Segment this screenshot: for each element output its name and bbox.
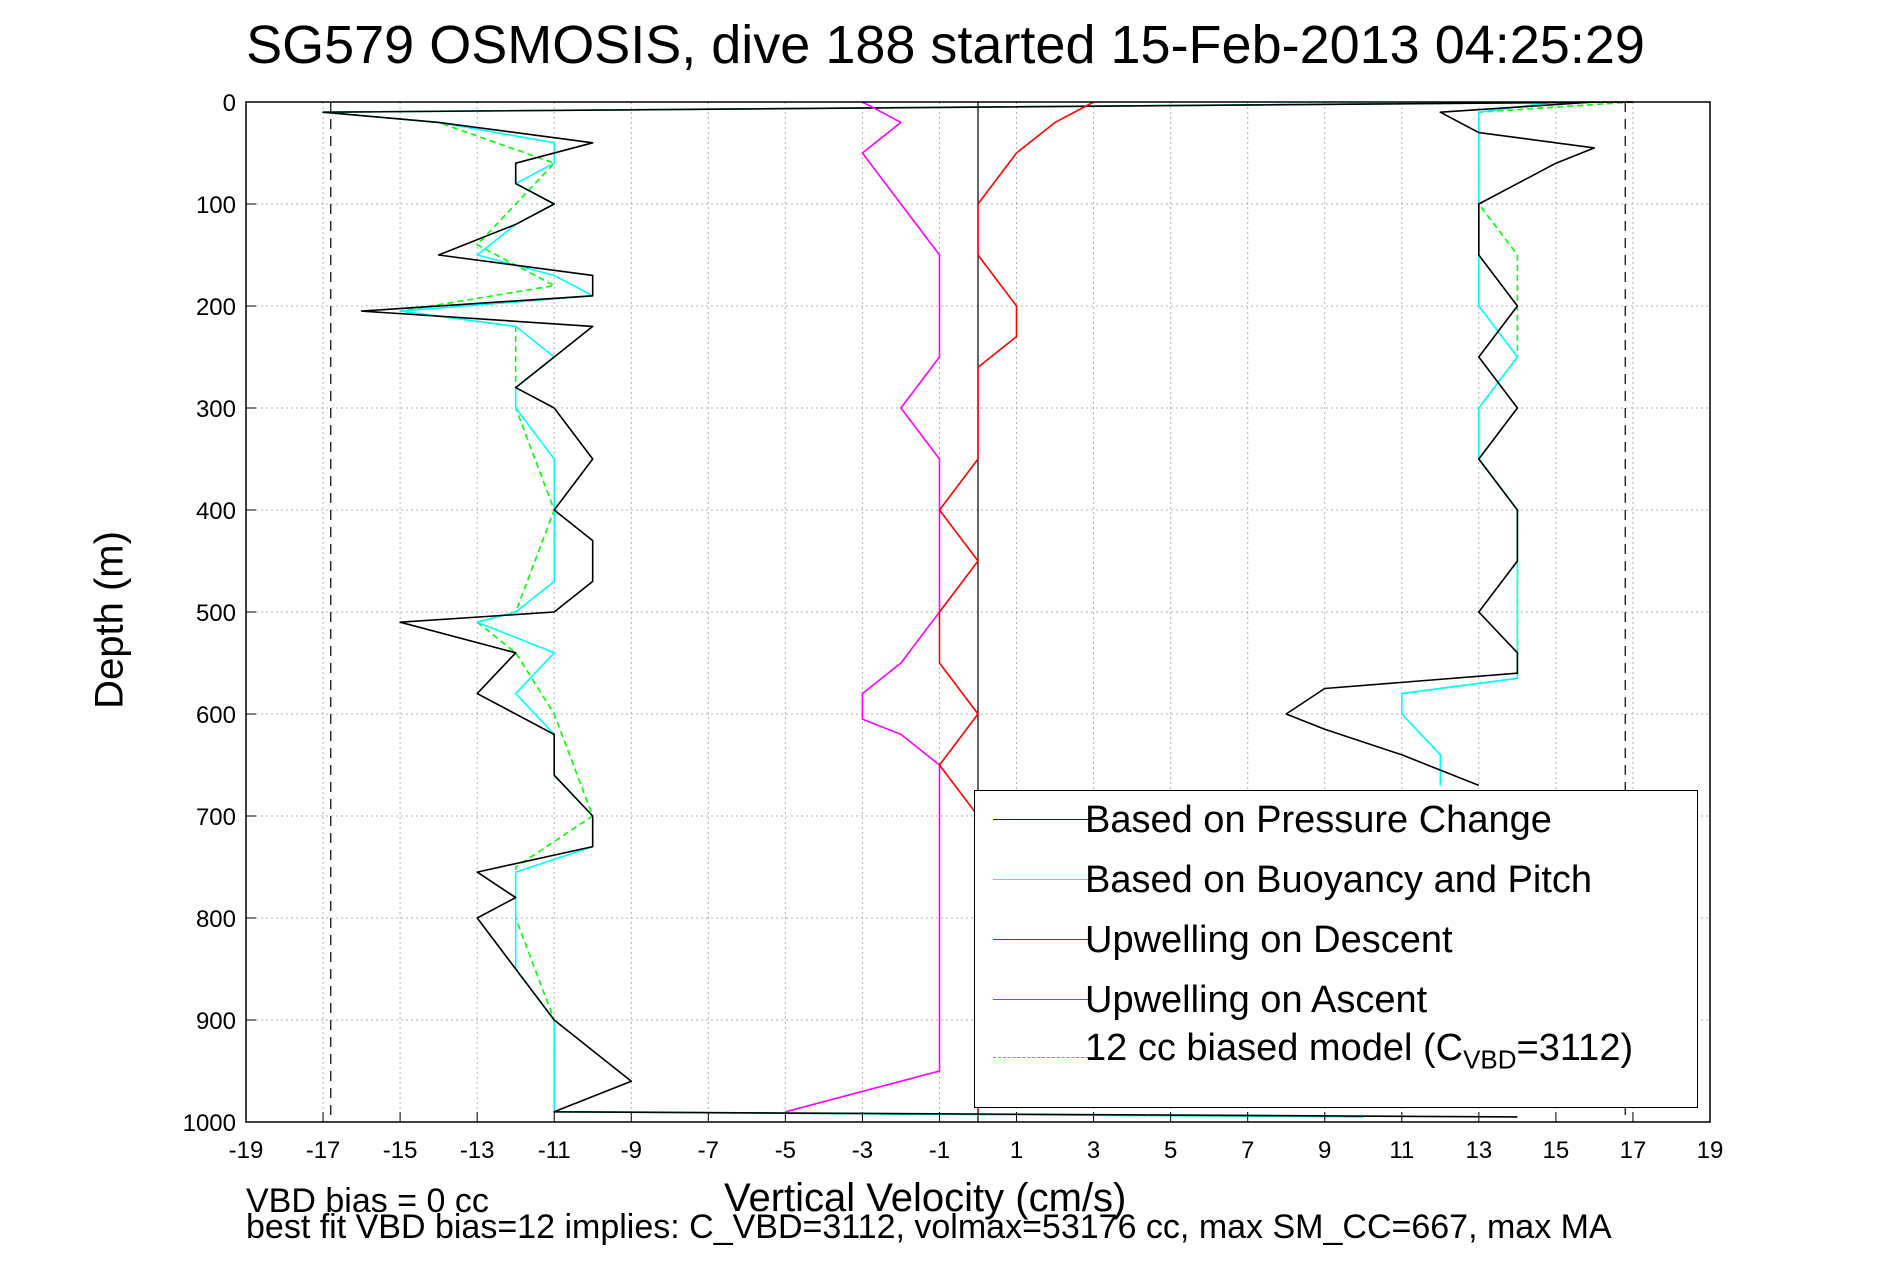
series-line	[322, 101, 1633, 1118]
y-tick-label: 600	[196, 702, 236, 729]
legend: Based on Pressure Change Based on Buoyan…	[974, 790, 1698, 1108]
legend-label-model: 12 cc biased model (CVBD=3112)	[1085, 1027, 1633, 1076]
legend-label-descent: Upwelling on Descent	[1085, 919, 1453, 961]
x-tick-label: 9	[1318, 1137, 1331, 1164]
x-tick-label: -9	[621, 1137, 642, 1164]
y-tick-label: 700	[196, 804, 236, 831]
legend-swatch-pressure	[993, 819, 1089, 820]
y-tick-label: 900	[196, 1008, 236, 1035]
x-tick-label: -19	[229, 1137, 264, 1164]
y-tick-label: 1000	[183, 1110, 236, 1137]
y-tick-label: 0	[223, 90, 236, 117]
series-line	[1285, 101, 1596, 787]
x-tick-label: -1	[929, 1137, 950, 1164]
y-axis-label: Depth (m)	[87, 531, 132, 709]
x-tick-label: -7	[698, 1137, 719, 1164]
legend-item-descent: Upwelling on Descent	[975, 919, 1697, 961]
series-line	[1401, 101, 1633, 786]
x-tick-label: 17	[1620, 1137, 1647, 1164]
x-tick-label: 3	[1087, 1137, 1100, 1164]
legend-label-ascent: Upwelling on Ascent	[1085, 979, 1428, 1021]
legend-item-buoyancy: Based on Buoyancy and Pitch	[975, 859, 1697, 901]
best-fit-note: best fit VBD bias=12 implies: C_VBD=3112…	[246, 1208, 1612, 1246]
x-tick-label: 7	[1241, 1137, 1254, 1164]
x-tick-label: -15	[383, 1137, 418, 1164]
legend-item-pressure: Based on Pressure Change	[975, 799, 1697, 841]
legend-swatch-descent	[993, 939, 1089, 940]
legend-swatch-ascent	[993, 999, 1089, 1000]
legend-item-model: 12 cc biased model (CVBD=3112)	[975, 1027, 1697, 1075]
y-tick-label: 200	[196, 294, 236, 321]
x-tick-label: 1	[1010, 1137, 1023, 1164]
y-tick-label: 300	[196, 396, 236, 423]
y-tick-label: 800	[196, 906, 236, 933]
x-tick-label: -17	[306, 1137, 341, 1164]
tick-labels: -19 -17 -15 -13 -11 -9 -7 -5 -3 -1 1 3 5 7 9 11 13 15 17 19…	[183, 90, 1724, 1164]
series-line	[785, 101, 941, 1113]
y-tick-label: 100	[196, 192, 236, 219]
x-tick-label: -13	[460, 1137, 495, 1164]
x-tick-label: -3	[852, 1137, 873, 1164]
y-tick-label: 400	[196, 498, 236, 525]
x-tick-label: 15	[1543, 1137, 1570, 1164]
legend-swatch-model	[993, 1057, 1089, 1058]
chart-title: SG579 OSMOSIS, dive 188 started 15-Feb-2…	[246, 15, 1645, 75]
legend-label-buoyancy: Based on Buoyancy and Pitch	[1085, 859, 1593, 901]
legend-item-ascent: Upwelling on Ascent	[975, 979, 1697, 1021]
x-tick-label: -5	[775, 1137, 796, 1164]
vbd-bias-note: VBD bias = 0 cc	[246, 1182, 489, 1220]
x-tick-label: 19	[1697, 1137, 1724, 1164]
legend-model-suffix: =3112)	[1516, 1027, 1634, 1069]
legend-label-pressure: Based on Pressure Change	[1085, 799, 1552, 841]
x-tick-label: 5	[1164, 1137, 1177, 1164]
legend-swatch-buoyancy	[993, 879, 1089, 880]
legend-model-sub: VBD	[1463, 1044, 1517, 1075]
x-tick-label: 11	[1389, 1137, 1414, 1164]
x-axis-label: Vertical Velocity (cm/s)	[724, 1176, 1127, 1220]
x-tick-label: -11	[538, 1137, 571, 1164]
x-tick-label: 13	[1465, 1137, 1492, 1164]
y-tick-label: 500	[196, 600, 236, 627]
legend-model-prefix: 12 cc biased model (C	[1085, 1027, 1464, 1069]
